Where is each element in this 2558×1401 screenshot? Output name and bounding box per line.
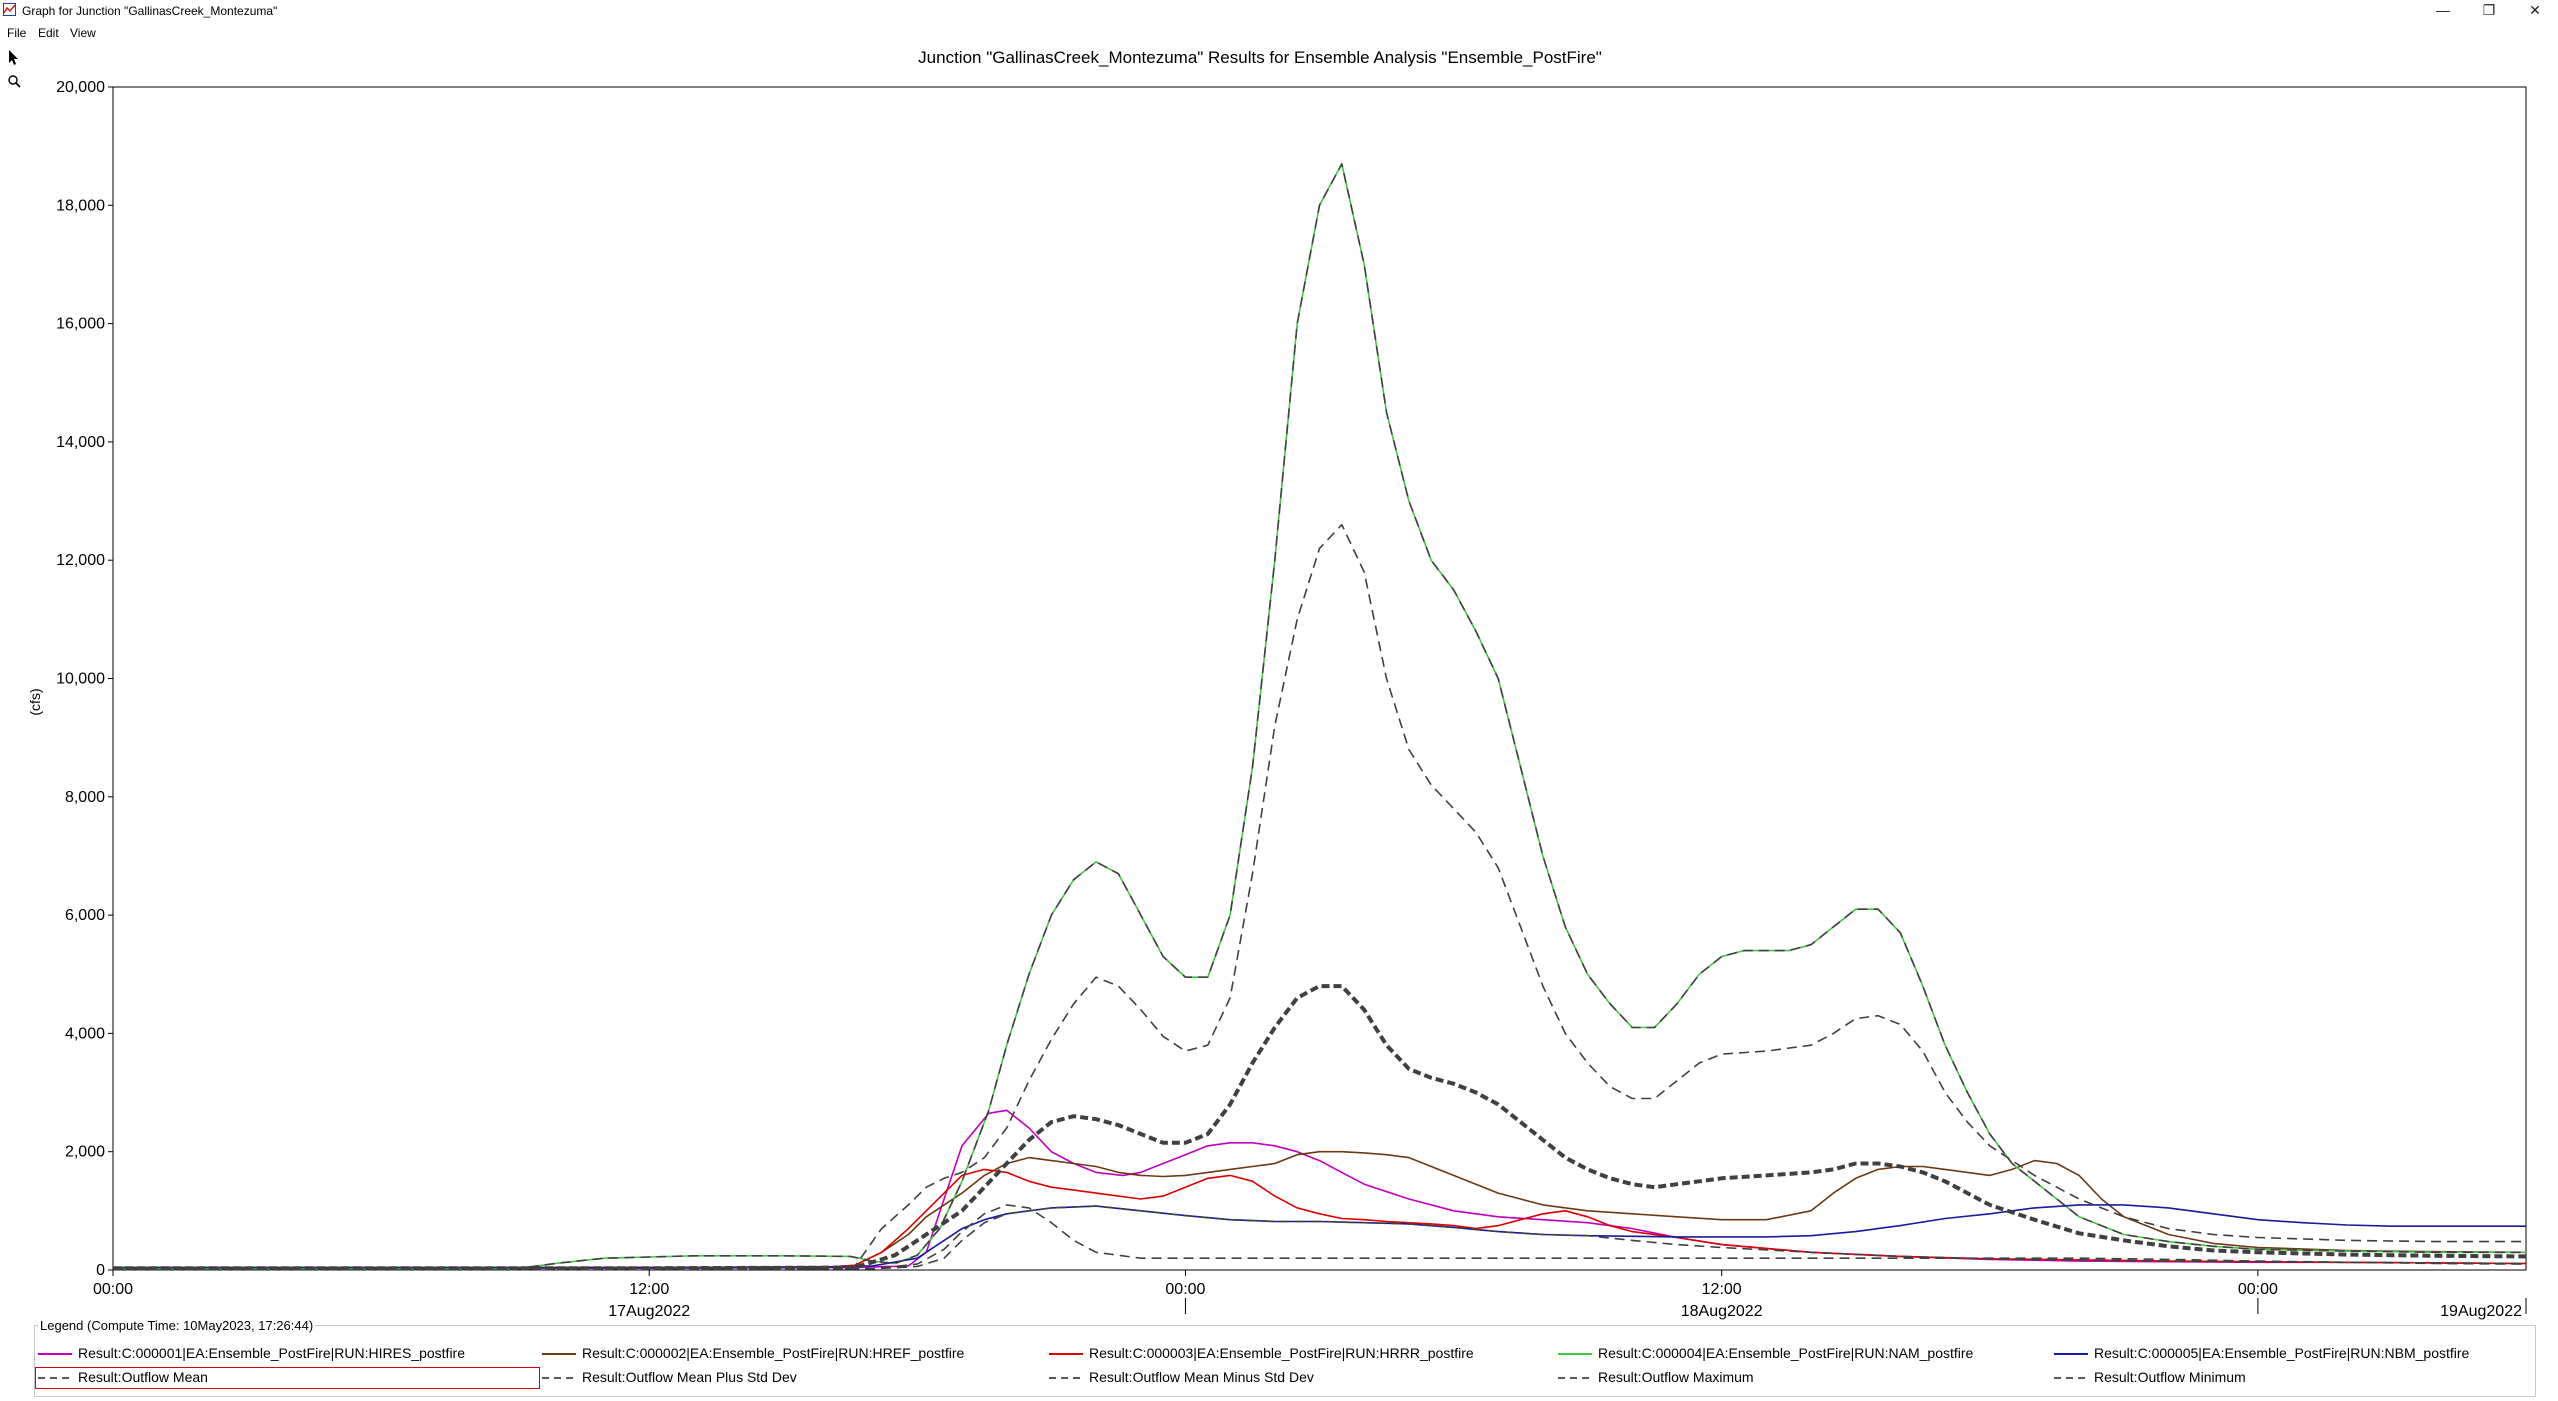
plot-area <box>112 86 2527 1271</box>
legend-label: Result:Outflow Mean <box>78 1369 208 1385</box>
legend-item[interactable]: Result:C:000004|EA:Ensemble_PostFire|RUN… <box>1556 1344 2036 1364</box>
legend-swatch <box>1049 1377 1083 1379</box>
legend-caption: Legend (Compute Time: 10May2023, 17:26:4… <box>38 1318 316 1333</box>
magnifier-icon[interactable] <box>4 72 24 92</box>
legend-swatch <box>2054 1353 2088 1355</box>
y-tick-label: 12,000 <box>56 552 105 569</box>
window-titlebar: Graph for Junction "GallinasCreek_Montez… <box>0 0 2558 20</box>
x-tick-label: 12:00 <box>1702 1281 1742 1298</box>
legend-item[interactable]: Result:C:000002|EA:Ensemble_PostFire|RUN… <box>540 1344 1020 1364</box>
legend-label: Result:Outflow Minimum <box>2094 1369 2246 1385</box>
legend-item[interactable]: Result:Outflow Mean <box>35 1367 540 1389</box>
window-title: Graph for Junction "GallinasCreek_Montez… <box>22 4 278 18</box>
y-tick-label: 10,000 <box>56 671 105 688</box>
y-tick-label: 0 <box>96 1262 105 1279</box>
menu-bar: File Edit View <box>0 22 2558 42</box>
legend-item[interactable]: Result:Outflow Minimum <box>2052 1368 2532 1388</box>
x-tick-label: 00:00 <box>93 1281 133 1298</box>
pointer-icon[interactable] <box>4 48 24 68</box>
x-tick-label: 00:00 <box>2238 1281 2278 1298</box>
legend-swatch <box>1049 1353 1083 1355</box>
chart-title: Junction "GallinasCreek_Montezuma" Resul… <box>918 48 1602 67</box>
legend-label: Result:C:000002|EA:Ensemble_PostFire|RUN… <box>582 1345 965 1361</box>
legend-swatch <box>1558 1353 1592 1355</box>
restore-button[interactable]: ❐ <box>2482 2 2496 18</box>
close-button[interactable]: ✕ <box>2529 2 2541 18</box>
minimize-button[interactable]: — <box>2436 2 2450 18</box>
legend-swatch <box>2054 1377 2088 1379</box>
legend-label: Result:C:000001|EA:Ensemble_PostFire|RUN… <box>78 1345 465 1361</box>
legend-label: Result:C:000003|EA:Ensemble_PostFire|RUN… <box>1089 1345 1474 1361</box>
app-icon <box>3 3 16 16</box>
legend-swatch <box>542 1353 576 1355</box>
x-date-label: 19Aug2022 <box>2440 1303 2522 1320</box>
menu-file[interactable]: File <box>7 26 27 40</box>
legend-item[interactable]: Result:C:000001|EA:Ensemble_PostFire|RUN… <box>36 1344 516 1364</box>
legend-box <box>34 1325 2536 1397</box>
series-line <box>113 1204 2527 1270</box>
y-tick-label: 6,000 <box>65 907 105 924</box>
y-axis-label: (cfs) <box>27 688 43 715</box>
legend-label: Result:Outflow Maximum <box>1598 1369 1754 1385</box>
menu-edit[interactable]: Edit <box>38 26 59 40</box>
series-line <box>113 1150 2527 1269</box>
series-line <box>113 1205 2527 1270</box>
legend-item[interactable]: Result:C:000005|EA:Ensemble_PostFire|RUN… <box>2052 1344 2532 1364</box>
chart-series <box>113 163 2527 1271</box>
legend-item[interactable]: Result:Outflow Mean Minus Std Dev <box>1047 1368 1527 1388</box>
legend-label: Result:C:000004|EA:Ensemble_PostFire|RUN… <box>1598 1345 1974 1361</box>
x-tick-label: 00:00 <box>1165 1281 1205 1298</box>
y-tick-label: 2,000 <box>65 1144 105 1161</box>
legend-label: Result:C:000005|EA:Ensemble_PostFire|RUN… <box>2094 1345 2470 1361</box>
y-tick-label: 16,000 <box>56 316 105 333</box>
series-line <box>113 984 2527 1271</box>
y-tick-label: 4,000 <box>65 1025 105 1042</box>
legend-item[interactable]: Result:C:000003|EA:Ensemble_PostFire|RUN… <box>1047 1344 1527 1364</box>
legend-swatch <box>38 1377 72 1379</box>
series-line <box>113 523 2526 1269</box>
chart-canvas: 0 2,000 4,000 6,000 8,000 10,000 12,000 14,000 1… <box>27 79 2527 1320</box>
series-line <box>113 163 2526 1270</box>
legend-label: Result:Outflow Mean Minus Std Dev <box>1089 1369 1314 1385</box>
legend-item[interactable]: Result:Outflow Mean Plus Std Dev <box>540 1368 1020 1388</box>
menu-view[interactable]: View <box>70 26 96 40</box>
y-tick-label: 8,000 <box>65 789 105 806</box>
legend-label: Result:Outflow Mean Plus Std Dev <box>582 1369 797 1385</box>
y-tick-label: 14,000 <box>56 434 105 451</box>
y-tick-label: 20,000 <box>56 79 105 96</box>
y-tick-label: 18,000 <box>56 197 105 214</box>
legend-swatch <box>542 1377 576 1379</box>
graph-toolbar <box>0 44 28 1384</box>
x-tick-label: 12:00 <box>629 1281 669 1298</box>
legend-swatch <box>38 1353 72 1355</box>
chart-axes: 0 2,000 4,000 6,000 8,000 10,000 12,000 14,000 1… <box>56 79 2527 1320</box>
x-date-label: 18Aug2022 <box>1681 1303 1763 1320</box>
legend-item[interactable]: Result:Outflow Maximum <box>1556 1368 2036 1388</box>
legend-swatch <box>1558 1377 1592 1379</box>
x-date-label: 17Aug2022 <box>608 1303 690 1320</box>
